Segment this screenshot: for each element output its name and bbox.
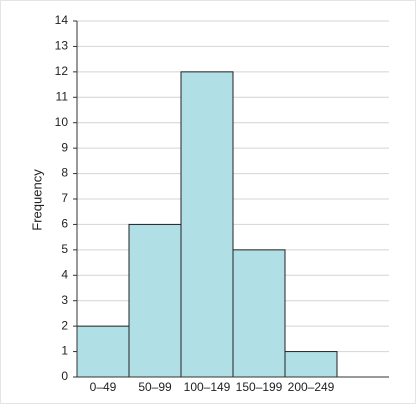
bar (128, 223, 182, 378)
x-tick-label: 100–149 (184, 380, 231, 394)
y-tick-label: 5 (61, 242, 68, 256)
y-tick-label: 12 (55, 64, 69, 78)
y-axis-label: Frequency (29, 169, 44, 231)
x-tick-label: 50–99 (138, 380, 172, 394)
y-tick-label: 14 (55, 13, 69, 27)
y-tick-label: 8 (61, 166, 68, 180)
y-tick-label: 9 (61, 140, 68, 154)
y-tick-label: 6 (61, 217, 68, 231)
bar (180, 71, 234, 378)
y-tick-label: 4 (61, 267, 68, 281)
x-tick-label: 150–199 (236, 380, 283, 394)
y-tick-label: 3 (61, 293, 68, 307)
bar (76, 325, 130, 378)
y-tick-label: 7 (61, 191, 68, 205)
y-tick-label: 0 (61, 369, 68, 383)
y-tick-label: 1 (61, 344, 68, 358)
x-tick-label: 200–249 (288, 380, 335, 394)
bar (232, 249, 286, 378)
y-tick-label: 2 (61, 318, 68, 332)
bar (284, 351, 338, 378)
y-tick-label: 13 (55, 39, 69, 53)
x-tick-label: 0–49 (90, 380, 117, 394)
y-tick-label: 11 (56, 89, 69, 103)
y-tick-label: 10 (55, 115, 69, 129)
